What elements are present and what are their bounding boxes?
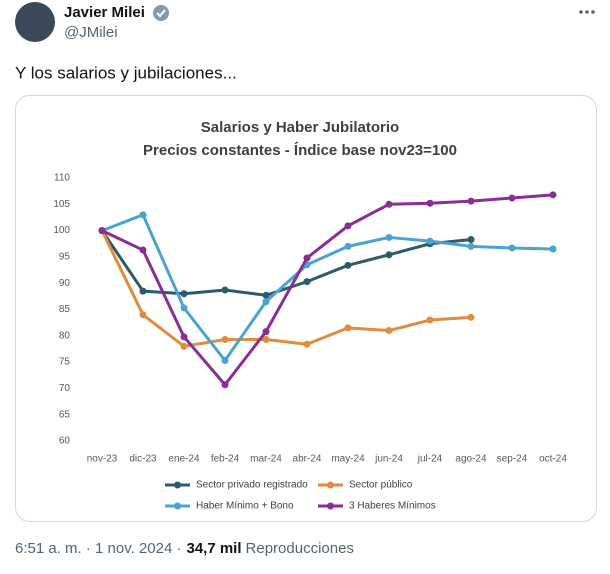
tweet-text: Y los salarios y jubilaciones... — [15, 63, 237, 82]
x-tick-label: abr-24 — [293, 454, 322, 465]
x-tick-label: ago-24 — [455, 454, 487, 465]
data-point — [303, 278, 311, 286]
y-tick-label: 65 — [59, 409, 71, 420]
timestamp[interactable]: 6:51 a. m. · 1 nov. 2024 · — [15, 540, 181, 557]
legend-label: 3 Haberes Mínimos — [349, 501, 436, 512]
data-point — [180, 342, 188, 350]
x-tick-label: ene-24 — [168, 454, 200, 465]
data-point — [508, 244, 516, 252]
legend-label: Haber Mínimo + Bono — [196, 501, 294, 512]
legend-marker — [174, 481, 181, 489]
data-point — [344, 242, 352, 250]
data-point — [426, 316, 434, 324]
y-tick-label: 100 — [53, 225, 70, 236]
data-point — [262, 298, 270, 306]
data-point — [385, 200, 393, 208]
data-point — [139, 246, 147, 254]
x-tick-label: may-24 — [331, 454, 365, 465]
data-point — [385, 251, 393, 259]
y-tick-label: 60 — [59, 436, 71, 447]
data-point — [262, 291, 270, 299]
x-tick-label: nov-23 — [87, 454, 118, 465]
y-tick-label: 70 — [59, 383, 71, 394]
data-point — [344, 222, 352, 230]
data-point — [180, 333, 188, 341]
legend-marker — [327, 502, 334, 510]
legend-label: Sector privado registrado — [196, 480, 308, 491]
y-tick-label: 95 — [59, 252, 71, 263]
x-tick-label: jun-24 — [374, 454, 403, 465]
data-point — [221, 381, 229, 389]
legend-label: Sector público — [349, 480, 413, 491]
data-point — [549, 191, 557, 199]
data-point — [467, 236, 475, 244]
data-point — [139, 211, 147, 219]
author-name[interactable]: Javier Milei — [64, 4, 145, 21]
data-point — [467, 313, 475, 321]
data-point — [98, 227, 106, 235]
series-line — [100, 229, 472, 348]
data-point — [303, 254, 311, 262]
author-handle[interactable]: @JMilei — [64, 24, 118, 41]
data-point — [344, 324, 352, 332]
data-point — [139, 311, 147, 319]
avatar[interactable] — [15, 2, 55, 42]
data-point — [549, 245, 557, 253]
y-tick-label: 110 — [54, 173, 70, 184]
data-point — [180, 290, 188, 298]
view-label: Reproducciones — [246, 540, 354, 557]
data-point — [385, 233, 393, 241]
y-tick-label: 105 — [53, 199, 70, 210]
data-point — [426, 199, 434, 207]
x-tick-label: dic-23 — [129, 454, 157, 465]
data-point — [221, 357, 229, 365]
series-line — [101, 193, 554, 387]
data-point — [467, 197, 475, 205]
data-point — [221, 335, 229, 343]
x-tick-label: sep-24 — [497, 454, 528, 465]
more-button[interactable] — [579, 10, 595, 14]
series-line — [101, 213, 554, 363]
y-tick-label: 85 — [59, 304, 71, 315]
data-point — [180, 304, 188, 312]
x-tick-label: feb-24 — [211, 454, 240, 465]
data-point — [344, 261, 352, 269]
data-point — [262, 328, 270, 336]
legend-marker — [327, 481, 334, 489]
data-point — [303, 340, 311, 348]
data-point — [262, 335, 270, 343]
x-tick-label: oct-24 — [539, 454, 567, 465]
data-point — [426, 237, 434, 245]
chart-subtitle: Precios constantes - Índice base nov23=1… — [143, 142, 457, 159]
y-tick-label: 90 — [59, 278, 71, 289]
verified-check — [156, 9, 166, 18]
data-point — [467, 242, 475, 250]
x-tick-label: mar-24 — [250, 454, 282, 465]
verified-badge — [153, 5, 169, 21]
data-point — [385, 327, 393, 335]
chart-title: Salarios y Haber Jubilatorio — [201, 119, 399, 136]
legend-marker — [174, 502, 181, 510]
y-tick-label: 80 — [59, 330, 71, 341]
x-tick-label: jul-24 — [417, 454, 443, 465]
view-count: 34,7 mil — [186, 540, 241, 557]
data-point — [139, 287, 147, 295]
data-point — [508, 194, 516, 202]
y-tick-label: 75 — [59, 357, 71, 368]
data-point — [221, 286, 229, 294]
